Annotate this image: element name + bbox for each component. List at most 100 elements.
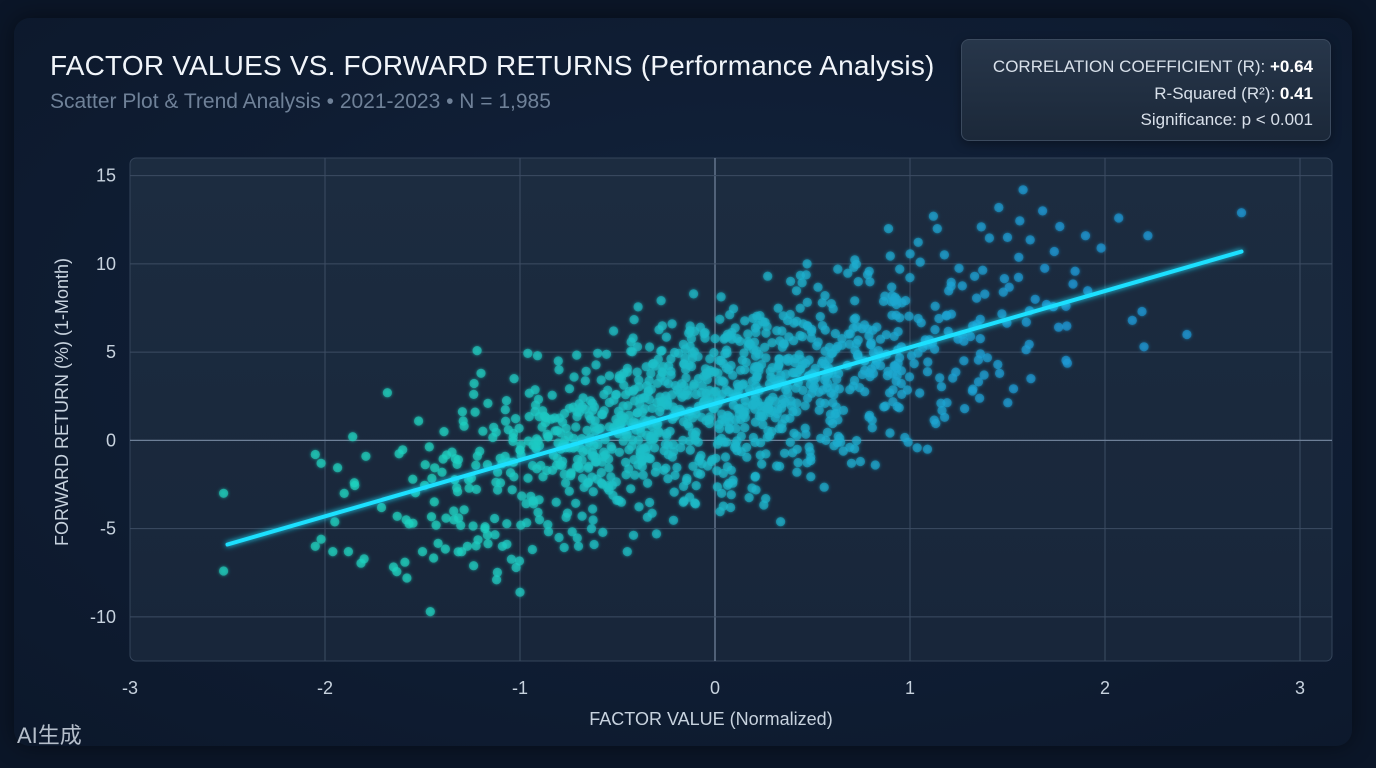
scatter-point bbox=[642, 512, 653, 522]
scatter-point bbox=[820, 325, 830, 335]
scatter-point bbox=[1030, 294, 1040, 304]
scatter-point bbox=[824, 342, 835, 352]
scatter-point bbox=[661, 332, 672, 342]
scatter-point bbox=[679, 481, 689, 491]
scatter-point bbox=[916, 318, 926, 328]
scatter-point bbox=[564, 486, 574, 496]
scatter-point bbox=[980, 289, 990, 299]
scatter-point bbox=[581, 366, 591, 376]
scatter-point bbox=[408, 518, 418, 528]
scatter-point bbox=[629, 455, 639, 465]
scatter-point bbox=[832, 438, 842, 448]
scatter-point bbox=[622, 547, 632, 557]
scatter-point bbox=[630, 470, 640, 480]
scatter-point bbox=[542, 465, 552, 476]
scatter-point bbox=[701, 388, 711, 398]
scatter-point bbox=[905, 273, 915, 283]
scatter-point bbox=[922, 367, 933, 377]
scatter-point bbox=[1114, 213, 1124, 223]
scatter-point bbox=[946, 277, 956, 287]
scatter-point bbox=[732, 379, 743, 389]
x-tick-label: -3 bbox=[122, 678, 138, 698]
scatter-point bbox=[826, 299, 836, 309]
scatter-point bbox=[837, 334, 847, 344]
scatter-point bbox=[928, 211, 939, 221]
scatter-point bbox=[667, 390, 677, 400]
scatter-point bbox=[1040, 263, 1050, 273]
scatter-point bbox=[469, 389, 479, 399]
y-tick-label: 5 bbox=[106, 342, 116, 362]
scatter-point bbox=[754, 411, 765, 421]
scatter-point bbox=[476, 368, 486, 378]
scatter-point bbox=[828, 418, 838, 429]
scatter-point bbox=[1013, 272, 1024, 282]
scatter-point bbox=[559, 542, 569, 553]
scatter-point bbox=[656, 396, 666, 407]
scatter-point bbox=[684, 421, 694, 431]
scatter-point bbox=[885, 428, 895, 438]
scatter-point bbox=[999, 274, 1010, 284]
scatter-point bbox=[439, 427, 449, 437]
scatter-point bbox=[726, 502, 736, 513]
scatter-point bbox=[652, 461, 662, 471]
scatter-point bbox=[887, 282, 897, 292]
scatter-point bbox=[761, 494, 771, 504]
scatter-point bbox=[382, 388, 392, 398]
scatter-point bbox=[865, 277, 875, 287]
scatter-point bbox=[582, 425, 592, 435]
scatter-point bbox=[431, 520, 441, 530]
scatter-point bbox=[574, 399, 584, 409]
scatter-point bbox=[740, 423, 750, 433]
scatter-point bbox=[752, 372, 762, 382]
scatter-point bbox=[758, 420, 768, 430]
scatter-point bbox=[492, 567, 502, 578]
scatter-point bbox=[845, 385, 855, 395]
scatter-point bbox=[651, 529, 662, 539]
scatter-point bbox=[534, 515, 545, 525]
scatter-point bbox=[713, 368, 723, 378]
scatter-point bbox=[1021, 345, 1031, 355]
scatter-point bbox=[523, 473, 533, 483]
scatter-point bbox=[685, 445, 695, 455]
scatter-point bbox=[678, 435, 688, 445]
scatter-point bbox=[400, 557, 410, 567]
scatter-point bbox=[785, 437, 795, 447]
scatter-point bbox=[429, 553, 439, 563]
scatter-point bbox=[855, 456, 866, 467]
scatter-point bbox=[655, 406, 665, 417]
scatter-point bbox=[806, 333, 817, 343]
scatter-point bbox=[957, 281, 967, 291]
scatter-point bbox=[704, 414, 715, 425]
scatter-point bbox=[577, 511, 587, 521]
scatter-point bbox=[425, 607, 435, 617]
scatter-point bbox=[459, 421, 469, 431]
chart-title: FACTOR VALUES VS. FORWARD RETURNS (Perfo… bbox=[50, 50, 935, 81]
scatter-point bbox=[795, 330, 805, 341]
scatter-point bbox=[748, 432, 759, 443]
scatter-point bbox=[667, 452, 678, 462]
y-axis-label: FORWARD RETURN (%) (1-Month) bbox=[52, 258, 72, 546]
scatter-point bbox=[567, 527, 577, 537]
scatter-point bbox=[667, 319, 677, 329]
scatter-point bbox=[677, 392, 687, 402]
scatter-point bbox=[522, 518, 532, 528]
scatter-point bbox=[653, 426, 664, 436]
scatter-point bbox=[693, 437, 703, 447]
scatter-point bbox=[881, 330, 891, 340]
scatter-point bbox=[853, 335, 863, 345]
scatter-point bbox=[392, 567, 402, 577]
r-squared-line: R-Squared (R²): 0.41 bbox=[962, 81, 1313, 108]
scatter-point bbox=[328, 547, 338, 557]
scatter-point bbox=[848, 323, 858, 333]
scatter-point bbox=[603, 385, 613, 395]
scatter-point bbox=[471, 460, 481, 470]
ai-generated-watermark: AI生成 bbox=[17, 723, 82, 748]
scatter-point bbox=[1127, 315, 1137, 325]
scatter-point bbox=[700, 395, 710, 406]
scatter-point bbox=[864, 266, 874, 276]
scatter-point bbox=[551, 497, 561, 507]
scatter-point bbox=[588, 487, 598, 497]
scatter-point bbox=[754, 349, 764, 359]
scatter-point bbox=[755, 311, 765, 321]
scatter-point bbox=[935, 373, 945, 383]
